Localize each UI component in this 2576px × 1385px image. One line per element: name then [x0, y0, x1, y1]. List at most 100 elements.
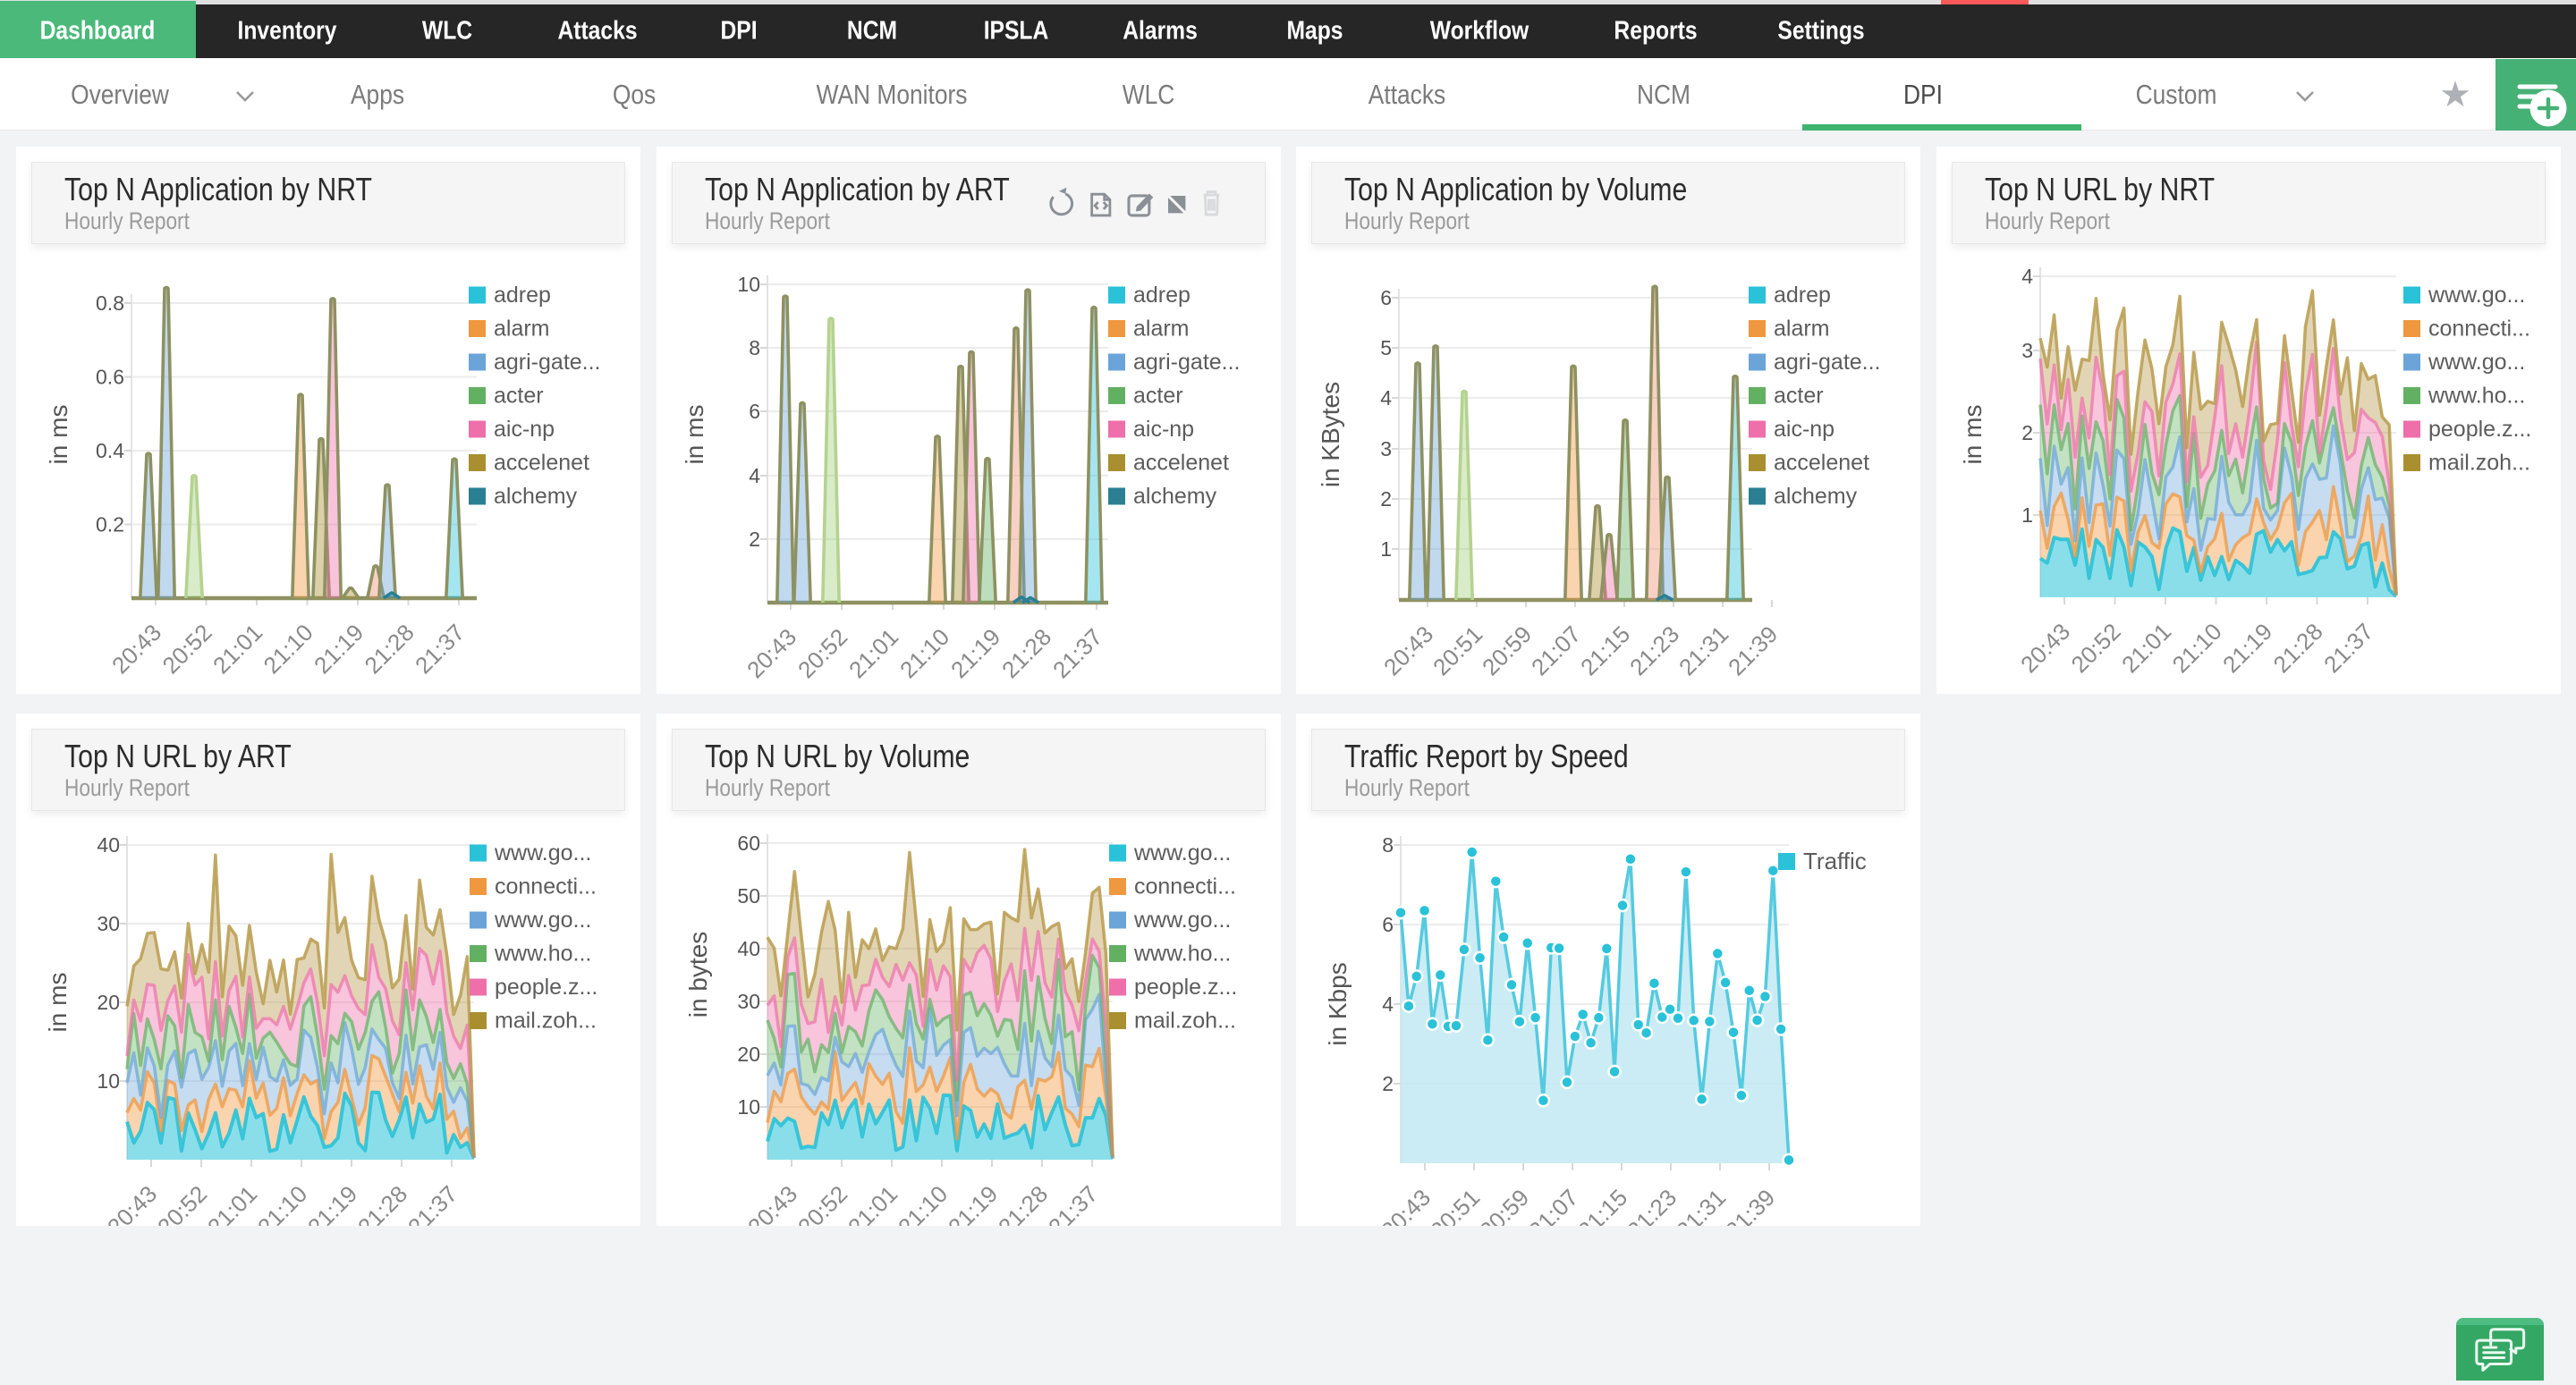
svg-text:2: 2 — [749, 528, 760, 551]
svg-text:20:52: 20:52 — [152, 1180, 212, 1226]
svg-text:10: 10 — [737, 273, 760, 296]
svg-text:www.go...: www.go... — [1133, 840, 1231, 866]
svg-text:21:07: 21:07 — [1526, 621, 1586, 680]
svg-text:21:31: 21:31 — [1671, 1184, 1731, 1226]
svg-text:21:07: 21:07 — [1523, 1184, 1583, 1226]
svg-text:in bytes: in bytes — [684, 932, 712, 1018]
svg-text:4: 4 — [749, 464, 760, 487]
svg-text:in Kbps: in Kbps — [1324, 962, 1352, 1045]
svg-text:people.z...: people.z... — [495, 975, 597, 1000]
svg-text:alchemy: alchemy — [1133, 484, 1217, 509]
svg-text:6: 6 — [1380, 286, 1392, 309]
svg-text:40: 40 — [97, 833, 120, 857]
svg-text:21:28: 21:28 — [993, 1180, 1053, 1226]
svg-text:20:43: 20:43 — [742, 1180, 802, 1226]
svg-text:21:31: 21:31 — [1674, 621, 1733, 680]
svg-text:20: 20 — [97, 991, 120, 1014]
svg-text:mail.zoh...: mail.zoh... — [2428, 451, 2530, 476]
svg-text:21:10: 21:10 — [2167, 618, 2227, 678]
svg-text:in KBytes: in KBytes — [1317, 382, 1344, 487]
svg-text:60: 60 — [737, 832, 760, 855]
svg-text:21:28: 21:28 — [2268, 618, 2328, 678]
svg-text:accelenet: accelenet — [1133, 451, 1229, 476]
svg-text:20:59: 20:59 — [1474, 1184, 1534, 1226]
svg-text:3: 3 — [1380, 437, 1392, 460]
svg-text:10: 10 — [737, 1095, 760, 1119]
svg-text:21:37: 21:37 — [1047, 623, 1107, 683]
svg-text:20:52: 20:52 — [792, 623, 852, 683]
svg-text:20:59: 20:59 — [1477, 621, 1537, 680]
svg-text:21:15: 21:15 — [1575, 621, 1635, 680]
svg-text:20:51: 20:51 — [1428, 621, 1487, 680]
svg-text:0.4: 0.4 — [96, 439, 124, 462]
svg-text:mail.zoh...: mail.zoh... — [1134, 1009, 1236, 1034]
svg-text:30: 30 — [97, 912, 120, 935]
svg-text:Traffic: Traffic — [1803, 848, 1867, 874]
svg-text:30: 30 — [737, 990, 760, 1013]
svg-text:www.go...: www.go... — [1133, 908, 1231, 933]
svg-text:in ms: in ms — [45, 405, 72, 465]
svg-text:adrep: adrep — [1774, 283, 1831, 308]
svg-text:aic-np: aic-np — [1133, 417, 1194, 442]
svg-text:mail.zoh...: mail.zoh... — [495, 1009, 597, 1034]
svg-text:accelenet: accelenet — [494, 451, 589, 476]
svg-text:21:28: 21:28 — [360, 619, 419, 679]
svg-text:alchemy: alchemy — [1774, 484, 1858, 509]
svg-text:21:37: 21:37 — [402, 1180, 462, 1226]
svg-text:0.8: 0.8 — [96, 291, 124, 315]
svg-text:www.go...: www.go... — [2428, 350, 2525, 375]
svg-text:2: 2 — [1382, 1072, 1394, 1095]
svg-text:20:52: 20:52 — [792, 1180, 852, 1226]
svg-text:21:39: 21:39 — [1720, 1184, 1780, 1226]
svg-text:20:43: 20:43 — [102, 1180, 162, 1226]
svg-text:10: 10 — [97, 1069, 120, 1093]
svg-text:21:39: 21:39 — [1723, 621, 1783, 680]
svg-text:www.ho...: www.ho... — [1133, 942, 1231, 967]
svg-text:www.ho...: www.ho... — [2428, 384, 2525, 409]
svg-text:acter: acter — [1133, 384, 1183, 409]
svg-text:acter: acter — [1774, 384, 1824, 409]
svg-text:21:28: 21:28 — [352, 1180, 412, 1226]
svg-text:6: 6 — [749, 400, 760, 423]
svg-text:21:23: 21:23 — [1622, 1184, 1682, 1226]
svg-text:4: 4 — [2021, 265, 2033, 288]
svg-text:2: 2 — [1380, 487, 1392, 511]
svg-text:www.ho...: www.ho... — [494, 942, 591, 967]
svg-text:alchemy: alchemy — [494, 484, 578, 509]
svg-text:21:10: 21:10 — [258, 619, 318, 679]
svg-text:20:51: 20:51 — [1425, 1184, 1485, 1226]
svg-text:www.go...: www.go... — [2428, 283, 2525, 308]
svg-text:21:23: 21:23 — [1624, 621, 1684, 680]
svg-text:connecti...: connecti... — [495, 874, 597, 899]
svg-text:aic-np: aic-np — [494, 417, 555, 442]
svg-text:21:10: 21:10 — [894, 623, 954, 683]
svg-text:21:37: 21:37 — [2318, 618, 2378, 678]
svg-text:www.go...: www.go... — [494, 908, 591, 933]
svg-text:8: 8 — [749, 336, 760, 359]
svg-text:20:43: 20:43 — [1376, 1184, 1436, 1226]
svg-text:20:43: 20:43 — [741, 623, 801, 683]
svg-text:www.go...: www.go... — [494, 840, 591, 866]
svg-text:21:19: 21:19 — [302, 1180, 362, 1226]
svg-text:20:43: 20:43 — [2015, 618, 2075, 678]
svg-text:accelenet: accelenet — [1774, 451, 1869, 476]
svg-text:adrep: adrep — [494, 283, 551, 308]
svg-text:20:43: 20:43 — [106, 619, 166, 679]
svg-text:2: 2 — [2021, 421, 2033, 444]
svg-text:0.6: 0.6 — [96, 366, 124, 389]
svg-text:people.z...: people.z... — [1134, 975, 1237, 1000]
svg-text:21:19: 21:19 — [943, 1180, 1003, 1226]
svg-text:21:01: 21:01 — [2116, 618, 2176, 678]
svg-text:21:01: 21:01 — [843, 623, 903, 683]
svg-text:8: 8 — [1382, 833, 1394, 857]
svg-text:6: 6 — [1382, 913, 1394, 936]
svg-text:5: 5 — [1380, 336, 1392, 359]
svg-text:20:43: 20:43 — [1378, 621, 1438, 680]
svg-text:21:19: 21:19 — [945, 623, 1005, 683]
svg-text:alarm: alarm — [1774, 317, 1830, 342]
svg-text:aic-np: aic-np — [1774, 417, 1835, 442]
svg-text:agri-gate...: agri-gate... — [1774, 350, 1881, 375]
svg-text:alarm: alarm — [494, 317, 550, 342]
svg-text:21:37: 21:37 — [410, 619, 470, 679]
svg-text:1: 1 — [2021, 503, 2033, 527]
